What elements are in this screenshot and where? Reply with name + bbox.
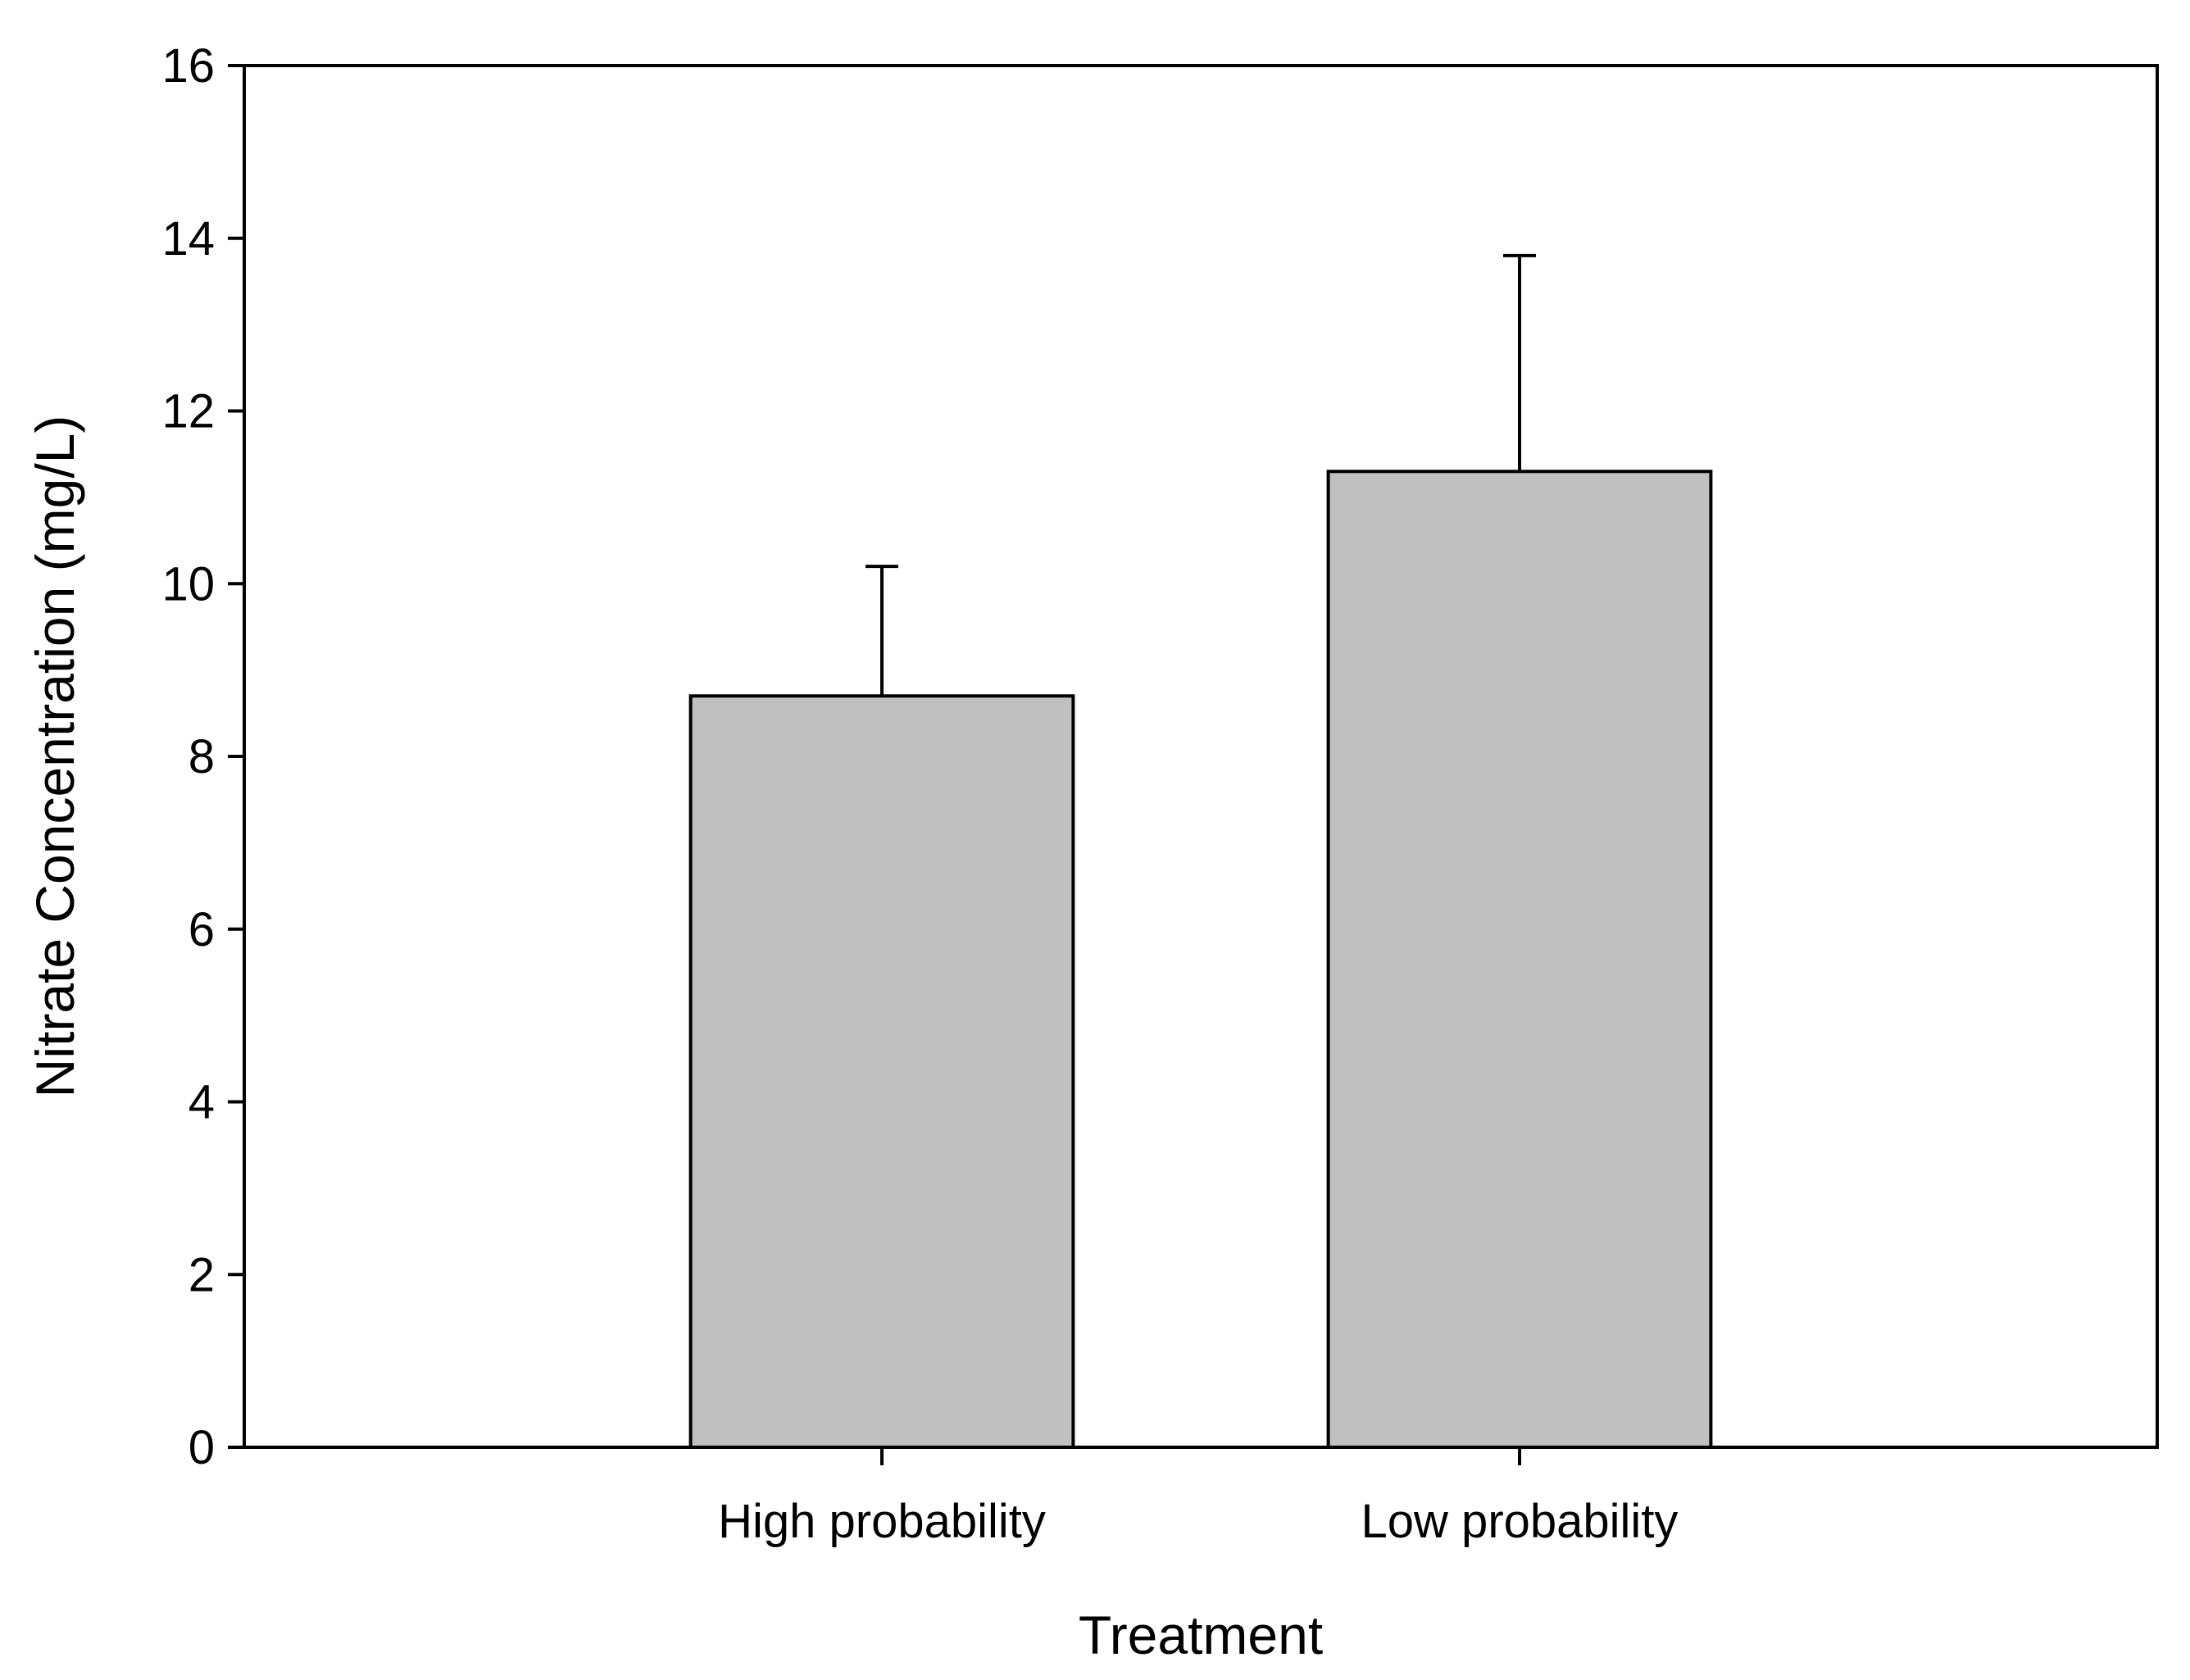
x-tick-label: High probability <box>718 1495 1046 1548</box>
y-tick-label: 6 <box>189 903 215 956</box>
y-tick-label: 16 <box>161 39 215 93</box>
bar <box>1326 470 1713 1450</box>
x-axis-ticks: High probability Low probability <box>718 1447 1678 1548</box>
y-tick-label: 4 <box>189 1076 215 1129</box>
x-axis-label: Treatment <box>1079 1605 1323 1665</box>
y-tick-label: 10 <box>161 557 215 611</box>
y-tick-label: 12 <box>161 385 215 438</box>
error-bars-group <box>866 253 1536 697</box>
y-tick-label: 8 <box>189 730 215 783</box>
bars-group <box>688 470 1713 1450</box>
y-tick-label: 0 <box>189 1421 215 1474</box>
y-tick-label: 2 <box>189 1248 215 1301</box>
y-tick-label: 14 <box>161 212 215 266</box>
plot-frame <box>243 64 2159 1449</box>
y-axis-ticks: 0 2 4 6 8 10 12 14 16 <box>161 39 244 1474</box>
y-axis-label: Nitrate Concentration (mg/L) <box>25 415 85 1098</box>
x-tick-label: Low probability <box>1361 1495 1679 1548</box>
bar <box>688 694 1075 1449</box>
